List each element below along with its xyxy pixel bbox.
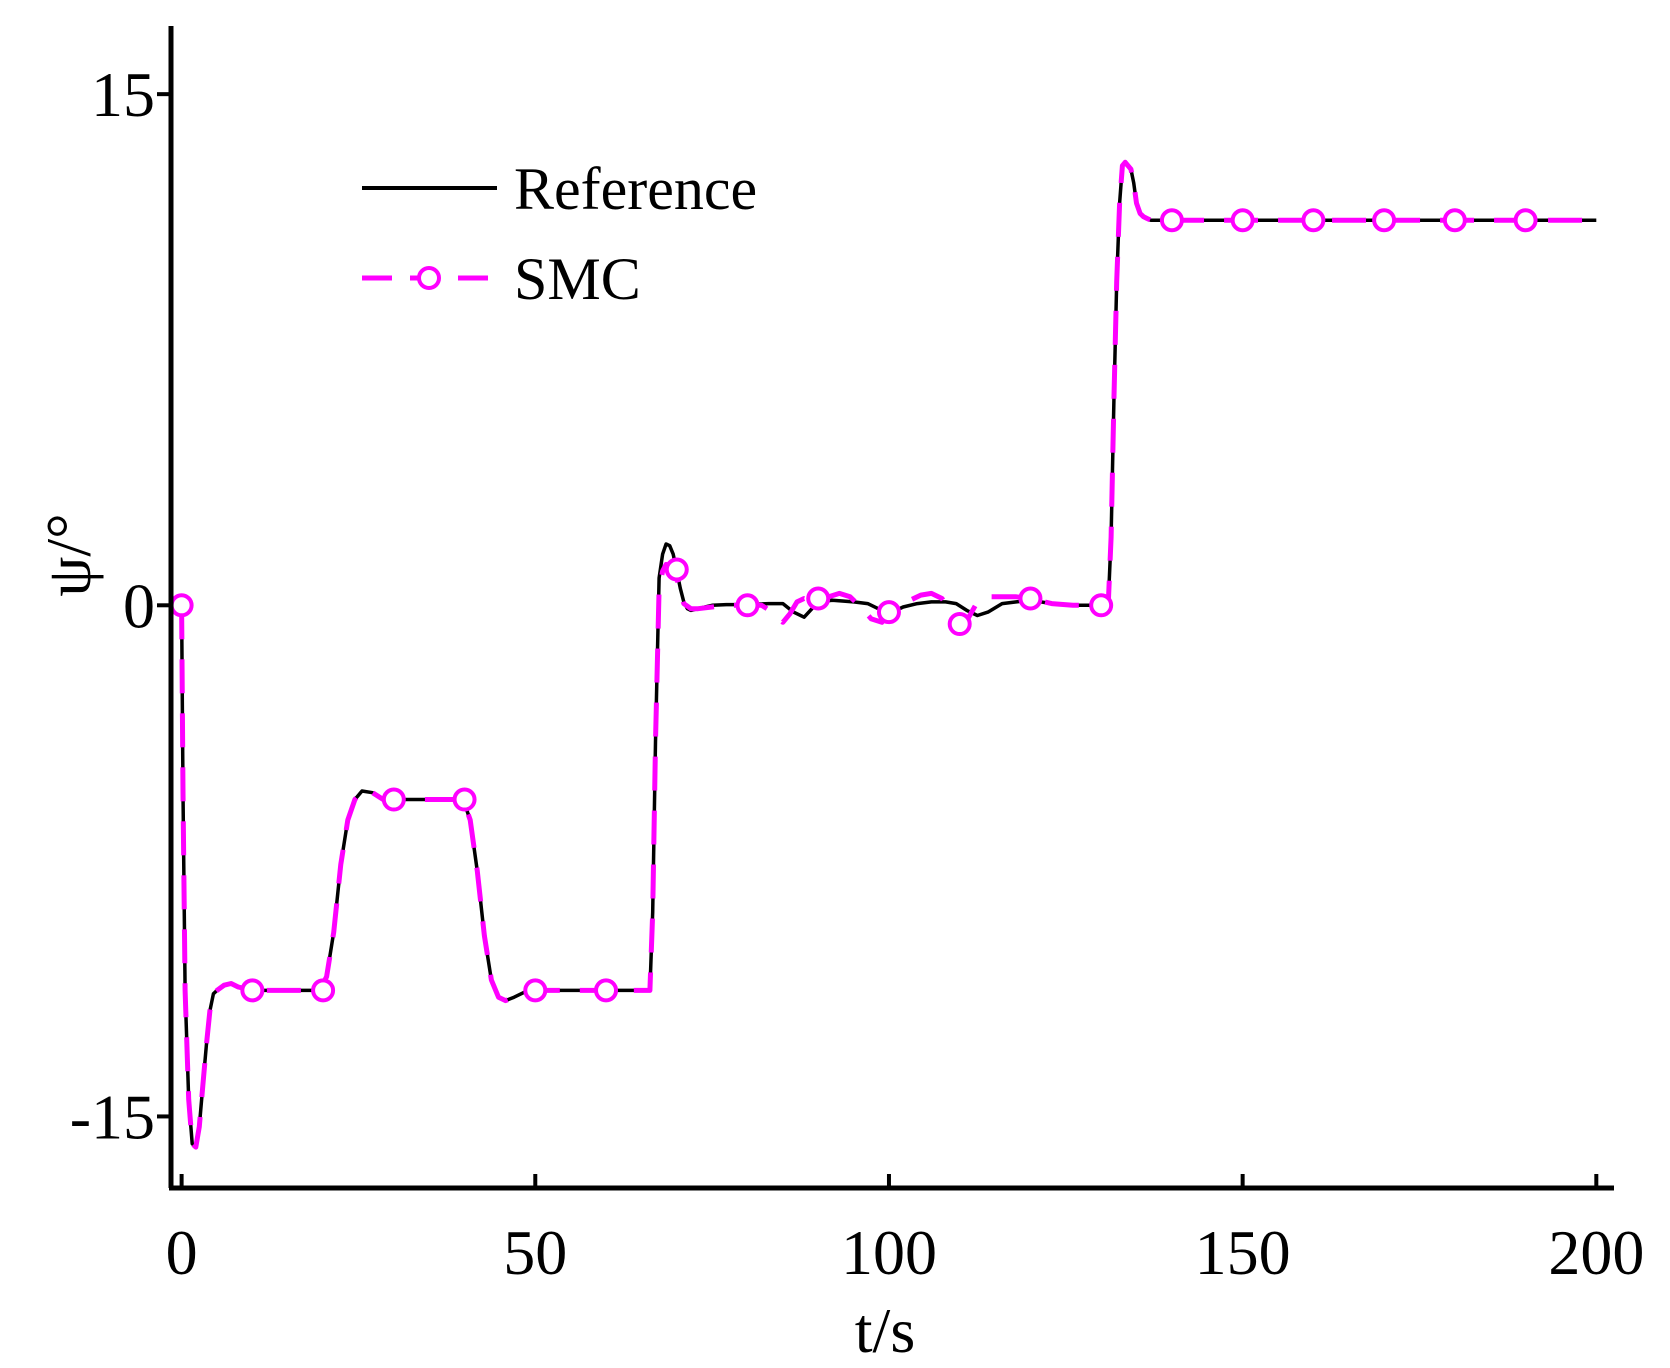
legend: Reference SMC <box>362 156 757 312</box>
y-axis-label: ψ/° <box>33 513 104 596</box>
legend-marker-smc <box>417 266 441 290</box>
series-line-reference <box>179 160 1597 1149</box>
x-tick-label: 200 <box>1548 1217 1644 1288</box>
data-point-smc <box>381 787 406 812</box>
data-point-smc <box>311 978 336 1003</box>
x-tick-label: 0 <box>166 1217 198 1288</box>
x-tick-label: 150 <box>1195 1217 1291 1288</box>
x-tick-label: 100 <box>841 1217 937 1288</box>
data-point-smc <box>523 978 548 1003</box>
data-point-smc <box>735 593 760 618</box>
data-point-smc <box>594 978 619 1003</box>
x-tick-label: 50 <box>503 1217 567 1288</box>
data-point-smc <box>1442 208 1467 233</box>
plot-lines <box>179 159 1597 1150</box>
data-point-smc <box>947 612 972 637</box>
data-point-smc <box>452 787 477 812</box>
data-point-smc <box>806 586 831 611</box>
data-point-smc <box>1513 208 1538 233</box>
series-line-smc <box>179 159 1597 1150</box>
plot-markers <box>169 208 1538 1003</box>
data-point-smc <box>1301 208 1326 233</box>
data-point-smc <box>1159 208 1184 233</box>
data-point-smc <box>1372 208 1397 233</box>
x-ticks: 0 50 100 150 200 <box>166 1174 1644 1288</box>
data-point-smc <box>876 600 901 625</box>
y-tick-label: -15 <box>70 1081 155 1152</box>
data-point-smc <box>664 557 689 582</box>
data-point-smc <box>1230 208 1255 233</box>
legend-label-reference: Reference <box>514 156 757 222</box>
y-ticks: -15 0 15 <box>70 59 171 1152</box>
data-point-smc <box>1018 586 1043 611</box>
y-tick-label: 15 <box>91 59 155 130</box>
x-axis-label: t/s <box>855 1295 915 1366</box>
data-point-smc <box>169 593 194 618</box>
y-tick-label: 0 <box>123 570 155 641</box>
data-point-smc <box>240 978 265 1003</box>
legend-label-smc: SMC <box>514 246 641 312</box>
data-point-smc <box>1089 593 1114 618</box>
